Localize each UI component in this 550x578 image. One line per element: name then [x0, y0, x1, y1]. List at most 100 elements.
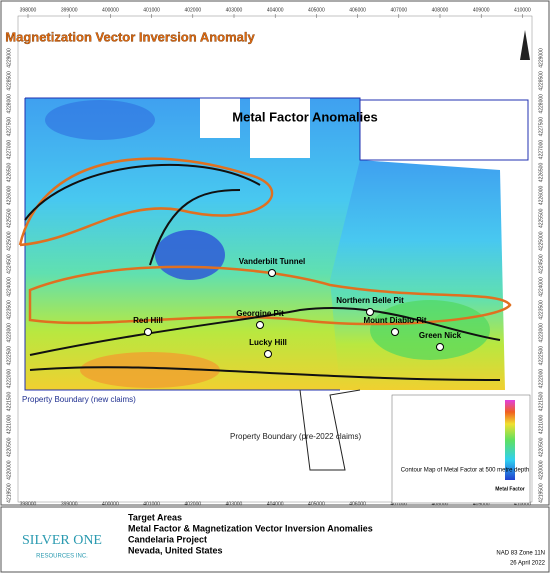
northing-label: 4227500 [538, 117, 544, 137]
mine-symbol [366, 308, 374, 316]
northing-label: 4220000 [538, 460, 544, 480]
northing-label: 4222000 [6, 369, 12, 389]
easting-label: 407000 [390, 7, 407, 13]
mine-symbol [144, 328, 152, 336]
easting-label: 406000 [349, 501, 366, 507]
northing-label: 4229000 [538, 48, 544, 68]
northing-label: 4225000 [538, 231, 544, 251]
new-claims-label: Property Boundary (new claims) [22, 395, 136, 404]
northing-label: 4228500 [6, 71, 12, 91]
northing-label: 4221000 [6, 414, 12, 434]
northing-label: 4227000 [6, 140, 12, 160]
title-line: Metal Factor & Magnetization Vector Inve… [128, 523, 373, 533]
northing-label: 4220500 [6, 437, 12, 457]
northing-label: 4226000 [6, 185, 12, 205]
easting-label: 406000 [349, 7, 366, 13]
easting-label: 405000 [308, 7, 325, 13]
easting-label: 404000 [267, 501, 284, 507]
date: 26 April 2022 [510, 561, 546, 567]
easting-label: 409000 [473, 7, 490, 13]
color-scale [505, 400, 515, 480]
northing-label: 4222500 [538, 346, 544, 366]
site-label: Mount Diablo Pit [363, 316, 426, 325]
legend-label: Metal Factor [495, 486, 525, 492]
northing-label: 4224500 [6, 254, 12, 274]
northing-label: 4220500 [538, 437, 544, 457]
site-label: Red Hill [133, 316, 163, 325]
easting-label: 408000 [432, 501, 449, 507]
easting-label: 409000 [473, 501, 490, 507]
northing-label: 4225000 [6, 231, 12, 251]
site-label: Lucky Hill [249, 338, 287, 347]
site-label: Vanderbilt Tunnel [239, 257, 306, 266]
mine-symbol [264, 350, 272, 358]
boundary-old [299, 389, 361, 471]
northing-label: 4223500 [6, 300, 12, 320]
mine-symbol [436, 343, 444, 351]
easting-label: 398000 [20, 501, 37, 507]
easting-label: 410000 [514, 501, 531, 507]
easting-label: 407000 [390, 501, 407, 507]
easting-label: 403000 [226, 7, 243, 13]
northing-label: 4221500 [538, 392, 544, 412]
easting-label: 402000 [184, 7, 201, 13]
mvi-anomalies [18, 157, 512, 326]
easting-label: 400000 [102, 501, 119, 507]
northing-label: 4226500 [538, 163, 544, 183]
site-label: Green Nick [419, 331, 462, 340]
northing-label: 4223000 [538, 323, 544, 343]
title-line: Candelaria Project [128, 534, 207, 544]
easting-label: 408000 [432, 7, 449, 13]
northing-label: 4224500 [538, 254, 544, 274]
northing-label: 4219500 [538, 483, 544, 503]
northing-label: 4222000 [538, 369, 544, 389]
site-label: Georgine Pit [236, 309, 284, 318]
northing-label: 4223000 [6, 323, 12, 343]
northing-label: 4219500 [6, 483, 12, 503]
legend-caption: Contour Map of Metal Factor at 500 metre… [401, 468, 529, 474]
northing-label: 4226500 [6, 163, 12, 183]
easting-label: 399000 [61, 501, 78, 507]
mine-symbol [256, 321, 264, 329]
logo-sub: RESOURCES INC. [36, 554, 88, 560]
easting-label: 402000 [184, 501, 201, 507]
northing-label: 4222500 [6, 346, 12, 366]
mine-symbol [268, 269, 276, 277]
logo: SILVER ONE [22, 533, 102, 548]
old-claims-label: Property Boundary (pre-2022 claims) [230, 432, 362, 441]
easting-label: 399000 [61, 7, 78, 13]
title-block [0, 506, 550, 573]
coordinate-ticks: 398000 398000 399000 399000 400000 400000 4010… [6, 7, 544, 507]
datum: NAD 83 Zone 11N [496, 551, 545, 557]
boundary-new-west [24, 98, 340, 391]
easting-label: 410000 [514, 7, 531, 13]
metal-factor-anomalies [24, 163, 501, 381]
northing-label: 4225500 [538, 208, 544, 228]
northing-label: 4224000 [538, 277, 544, 297]
northing-label: 4229000 [6, 48, 12, 68]
easting-label: 401000 [143, 7, 160, 13]
easting-label: 401000 [143, 501, 160, 507]
northing-label: 4223500 [538, 300, 544, 320]
northing-label: 4228500 [538, 71, 544, 91]
northing-label: 4228000 [538, 94, 544, 114]
easting-label: 405000 [308, 501, 325, 507]
northing-label: 4224000 [6, 277, 12, 297]
northing-label: 4225500 [6, 208, 12, 228]
mvi-label: Magnetization Vector Inversion Anomaly [5, 29, 255, 44]
northing-label: 4226000 [538, 185, 544, 205]
northing-label: 4221000 [538, 414, 544, 434]
boundary-new [25, 97, 529, 161]
easting-label: 403000 [226, 501, 243, 507]
title-line: Target Areas [128, 512, 182, 522]
easting-label: 400000 [102, 7, 119, 13]
northing-label: 4227500 [6, 117, 12, 137]
metal-label: Metal Factor Anomalies [232, 109, 377, 124]
easting-label: 398000 [20, 7, 37, 13]
northing-label: 4220000 [6, 460, 12, 480]
easting-label: 404000 [267, 7, 284, 13]
northing-label: 4228000 [6, 94, 12, 114]
northing-label: 4227000 [538, 140, 544, 160]
site-label: Northern Belle Pit [336, 296, 404, 305]
